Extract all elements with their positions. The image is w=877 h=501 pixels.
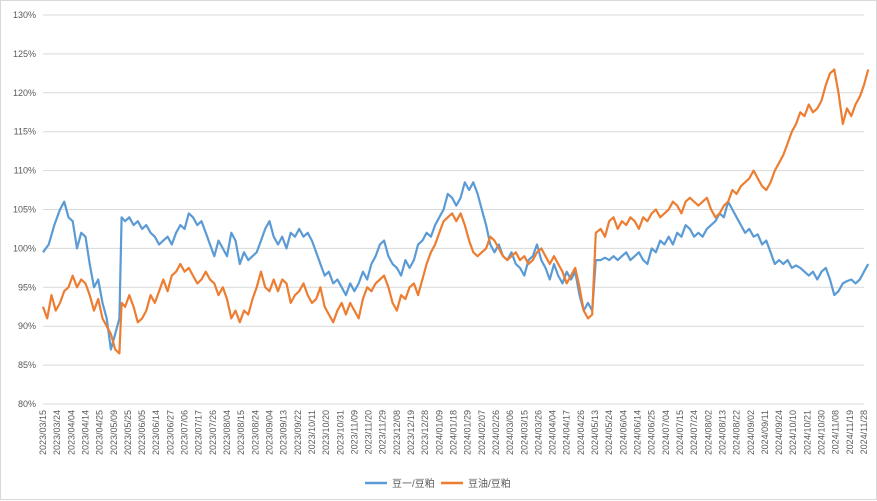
x-tick-label: 2023/04/14: [80, 410, 90, 455]
x-tick-label: 2023/12/28: [420, 410, 430, 455]
x-tick-label: 2023/06/14: [151, 410, 161, 455]
x-tick-label: 2024/03/06: [505, 410, 515, 455]
x-tick-label: 2024/03/26: [533, 410, 543, 455]
y-tick-label: 120%: [13, 88, 36, 98]
x-tick-label: 2023/05/25: [123, 410, 133, 455]
x-tick-label: 2023/10/11: [307, 410, 317, 454]
y-tick-label: 85%: [18, 360, 36, 370]
legend: 豆一/豆粕 豆油/豆粕: [365, 477, 511, 490]
y-tick-label: 105%: [13, 205, 36, 215]
x-tick-label: 2023/09/22: [293, 410, 303, 455]
x-tick-label: 2024/03/15: [519, 410, 529, 455]
series-line: [41, 68, 870, 355]
x-tick-label: 2023/08/15: [236, 410, 246, 455]
x-tick-label: 2023/10/31: [335, 410, 345, 455]
x-tick-label: 2024/07/24: [689, 410, 699, 455]
gridlines: [43, 14, 864, 405]
x-tick-label: 2024/08/02: [703, 410, 713, 455]
x-tick-label: 2024/08/13: [717, 410, 727, 455]
x-tick-label: 2023/11/29: [378, 410, 388, 454]
x-tick-label: 2023/11/20: [364, 410, 374, 454]
x-tick-label: 2023/07/17: [194, 410, 204, 455]
x-tick-label: 2024/07/04: [661, 410, 671, 455]
x-tick-label: 2023/09/04: [264, 410, 274, 455]
x-tick-label: 2024/06/04: [618, 410, 628, 455]
x-tick-label: 2023/12/19: [406, 410, 416, 455]
x-tick-label: 2024/04/26: [576, 410, 586, 455]
x-tick-label: 2024/09/11: [760, 410, 770, 454]
series-lines: [41, 68, 870, 355]
x-tick-label: 2024/09/24: [774, 410, 784, 455]
x-tick-label: 2024/05/24: [604, 410, 614, 455]
x-tick-label: 2024/02/26: [491, 410, 501, 455]
x-tick-label: 2024/11/08: [831, 410, 841, 454]
y-tick-label: 95%: [18, 282, 36, 292]
x-tick-label: 2024/08/22: [732, 410, 742, 455]
x-tick-label: 2023/05/09: [109, 410, 119, 455]
x-tick-label: 2023/09/13: [279, 410, 289, 455]
x-tick-label: 2023/03/24: [52, 410, 62, 455]
x-tick-label: 2024/09/02: [746, 410, 756, 455]
legend-label: 豆一/豆粕: [392, 477, 435, 490]
y-tick-label: 130%: [13, 10, 36, 20]
x-tick-label: 2023/10/20: [321, 410, 331, 455]
x-tick-label: 2024/10/30: [817, 410, 827, 455]
legend-label: 豆油/豆粕: [468, 477, 511, 490]
y-tick-label: 115%: [14, 127, 36, 137]
x-tick-label: 2024/01/29: [463, 410, 473, 455]
x-tick-label: 2024/05/13: [590, 410, 600, 455]
x-tick-label: 2024/11/19: [845, 410, 855, 454]
x-axis-ticks: 2023/03/15 2023/03/24 2023/04/04 2023/04/14…: [38, 410, 869, 455]
x-tick-label: 2024/01/18: [449, 410, 459, 455]
x-tick-label: 2024/11/28: [859, 410, 869, 454]
y-tick-label: 125%: [13, 49, 36, 59]
x-tick-label: 2024/02/07: [477, 410, 487, 455]
x-tick-label: 2023/07/26: [208, 410, 218, 455]
x-tick-label: 2024/06/25: [647, 410, 657, 455]
x-tick-label: 2024/01/09: [434, 410, 444, 455]
y-tick-label: 110%: [14, 166, 36, 176]
x-tick-label: 2024/07/15: [675, 410, 685, 455]
x-tick-label: 2023/07/06: [180, 410, 190, 455]
x-tick-label: 2023/03/15: [38, 410, 48, 455]
y-tick-label: 80%: [18, 399, 36, 409]
x-tick-label: 2023/08/04: [222, 410, 232, 455]
x-tick-label: 2024/10/21: [802, 410, 812, 455]
x-tick-label: 2023/06/05: [137, 410, 147, 455]
y-axis-ticks: 80% 85% 90% 95% 100% 105% 110% 115% 120% 125% 130%: [13, 10, 36, 409]
x-tick-label: 2024/04/17: [562, 410, 572, 455]
x-tick-label: 2023/04/04: [66, 410, 76, 455]
x-tick-label: 2024/04/04: [548, 410, 558, 455]
x-tick-label: 2023/04/25: [95, 410, 105, 455]
series-line: [42, 181, 870, 351]
x-tick-label: 2024/10/10: [788, 410, 798, 455]
x-tick-label: 2023/11/09: [349, 410, 359, 454]
y-tick-label: 100%: [13, 243, 36, 253]
x-tick-label: 2023/06/27: [165, 410, 175, 455]
x-tick-label: 2024/06/14: [633, 410, 643, 455]
x-tick-label: 2023/12/08: [392, 410, 402, 455]
y-tick-label: 90%: [18, 321, 36, 331]
x-tick-label: 2023/08/24: [250, 410, 260, 455]
